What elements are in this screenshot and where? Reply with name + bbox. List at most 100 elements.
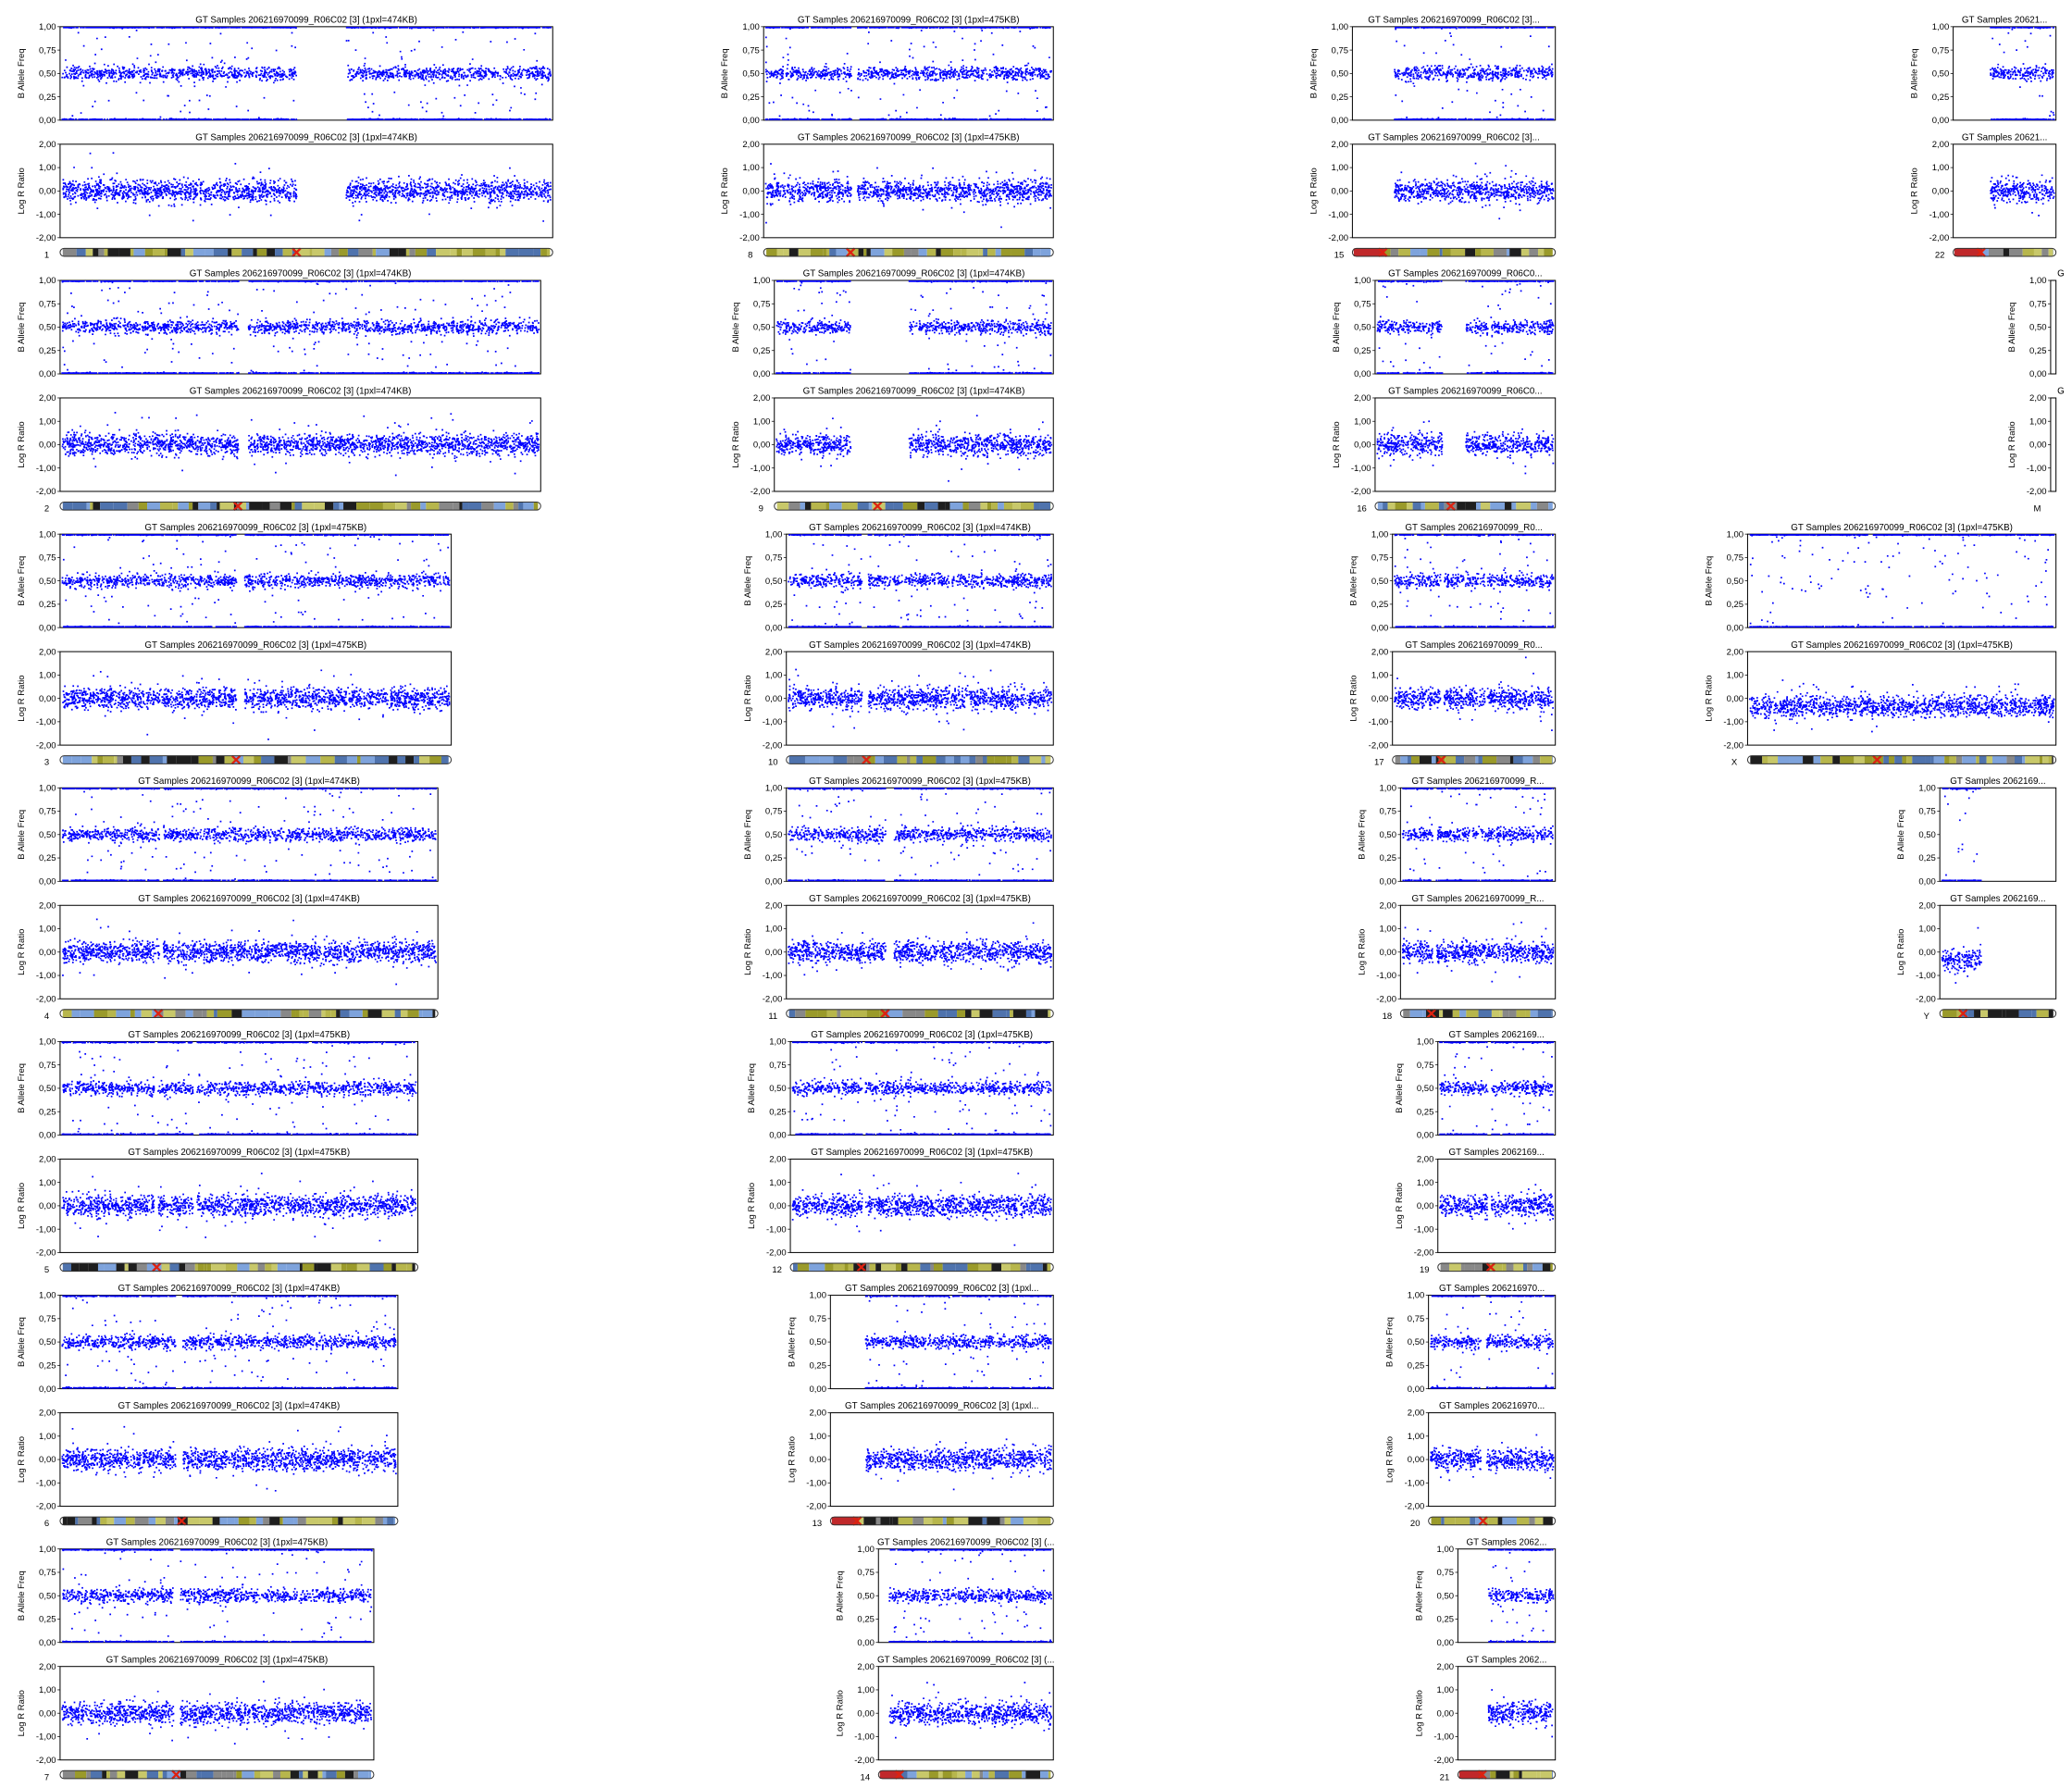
tick-label: 0,75 (1354, 299, 1371, 309)
ideogram-band (382, 1517, 388, 1525)
chromosome-label: 16 (1357, 504, 1367, 515)
tick-label: -2,00 (1369, 740, 1389, 751)
scatter-points (61, 26, 552, 120)
ideogram-band (212, 755, 217, 764)
tick-label: 1,00 (39, 416, 56, 427)
tick-label: 1,00 (1727, 529, 1744, 540)
chromosome-label: 15 (1334, 250, 1345, 260)
tick-label: 0,00 (765, 623, 783, 633)
ideogram-band (971, 1009, 980, 1018)
ideogram-band (1475, 755, 1479, 764)
tick-label: 0,25 (809, 1361, 826, 1372)
ideogram-band (1437, 1517, 1442, 1525)
tick-label: 0,25 (753, 346, 771, 356)
ideogram-band (395, 1262, 407, 1272)
ideogram-band (1493, 248, 1507, 257)
tick-label: 0,00 (1408, 1384, 1425, 1395)
tick-label: 1,00 (753, 276, 771, 286)
tick-label: 0,25 (1371, 600, 1389, 610)
ideogram-band (972, 1770, 980, 1779)
ideogram-band (162, 1770, 167, 1779)
ideogram-band (968, 1517, 983, 1525)
plot-title: GT Samples 206216970099_R06C02 [3] (1pxl… (803, 387, 1025, 397)
tick-label: -1,00 (766, 1224, 787, 1235)
chromosome-label: 22 (1935, 250, 1945, 260)
ideogram-band (1979, 755, 1987, 764)
tick-label: 1,00 (753, 416, 771, 427)
axis-label: B Allele Freq (17, 303, 27, 353)
ideogram-band (936, 755, 946, 764)
lrr-plot: GT Samples 206216970099_R06C02 [3] (1pxl… (17, 1655, 375, 1766)
tick-label: 0,50 (1932, 69, 1950, 80)
plot-title: GT Samples 206216970099_R06C02 [3] (1pxl… (809, 640, 1031, 651)
ideogram-band (187, 1517, 200, 1525)
ideogram-band (262, 502, 270, 511)
tick-label: 0,00 (39, 1201, 56, 1211)
scatter-points (1439, 1184, 1555, 1230)
ideogram-band (1031, 1009, 1036, 1018)
ideogram-band (1488, 1517, 1498, 1525)
ideogram-band (374, 755, 390, 764)
tick-label: -1,00 (36, 1478, 56, 1488)
ideogram-band (398, 248, 406, 257)
ideogram-band (1544, 248, 1553, 257)
ideogram-band (902, 502, 918, 511)
ideogram-band (481, 502, 494, 511)
tick-label: -2,00 (763, 740, 783, 751)
tick-label: 0,50 (2029, 323, 2047, 333)
ideogram-band (1470, 1517, 1476, 1525)
ideogram-band (340, 1009, 350, 1018)
tick-label: 1,00 (1417, 1178, 1434, 1188)
tick-label: 0,25 (765, 853, 783, 863)
tick-label: 0,25 (39, 346, 56, 356)
ideogram-band (280, 1009, 292, 1018)
ideogram-band (1517, 1517, 1530, 1525)
ideogram-band (1458, 1770, 1484, 1779)
ideogram-band (146, 1262, 162, 1272)
ideogram-band (1933, 755, 1945, 764)
tick-label: 0,25 (765, 600, 783, 610)
ideogram-band (1464, 755, 1476, 764)
ideogram-band (238, 1517, 250, 1525)
ideogram-band (982, 755, 987, 764)
ideogram-band (966, 248, 979, 257)
tick-label: 1,00 (39, 1178, 56, 1188)
ideogram-band (999, 1517, 1005, 1525)
ideogram-band (104, 248, 108, 257)
tick-label: 0,00 (39, 369, 56, 379)
scatter-points (1430, 1434, 1555, 1482)
tick-label: 1,00 (1437, 1545, 1455, 1555)
scatter-points (62, 918, 437, 986)
tick-label: 1,00 (1417, 1037, 1434, 1048)
plot-title: GT Samples 206216970099_R06C02 [3] (1pxl… (195, 133, 417, 143)
ideogram-band (213, 248, 229, 257)
ideogram-band (978, 248, 984, 257)
ideogram-band (62, 248, 77, 257)
ideogram-band (825, 502, 830, 511)
ideogram-band (1010, 1009, 1013, 1018)
ideogram-band (853, 755, 867, 764)
ideogram-band (1408, 755, 1411, 764)
ideogram-band (917, 502, 925, 511)
ideogram-band (1464, 1262, 1472, 1272)
ideogram-band (383, 1262, 392, 1272)
centromere (1958, 1008, 1968, 1019)
chromosome-label: X (1731, 758, 1738, 768)
tick-label: 2,00 (1417, 1155, 1434, 1165)
ideogram-band (346, 755, 357, 764)
scatter-points (61, 1041, 417, 1136)
ideogram-band (117, 755, 123, 764)
scatter-points (1941, 926, 1982, 984)
ideogram-band (62, 1009, 72, 1018)
ideogram-band (1813, 755, 1821, 764)
ideogram-band (358, 248, 373, 257)
tick-label: 0,50 (1371, 577, 1389, 587)
ideogram-band (911, 248, 919, 257)
scatter-points (62, 152, 552, 222)
axis-label: Log R Ratio (1357, 929, 1367, 975)
plot-title: GT Samples 206216970099_R06C02 [3] (1pxl… (809, 776, 1031, 787)
baf-plot: GT Samples 206216970099_R06C02 [3] (... 0… (835, 1537, 1054, 1648)
ideogram-band (360, 755, 375, 764)
tick-label: 0,00 (1918, 876, 1936, 887)
ideogram-band (932, 1517, 943, 1525)
